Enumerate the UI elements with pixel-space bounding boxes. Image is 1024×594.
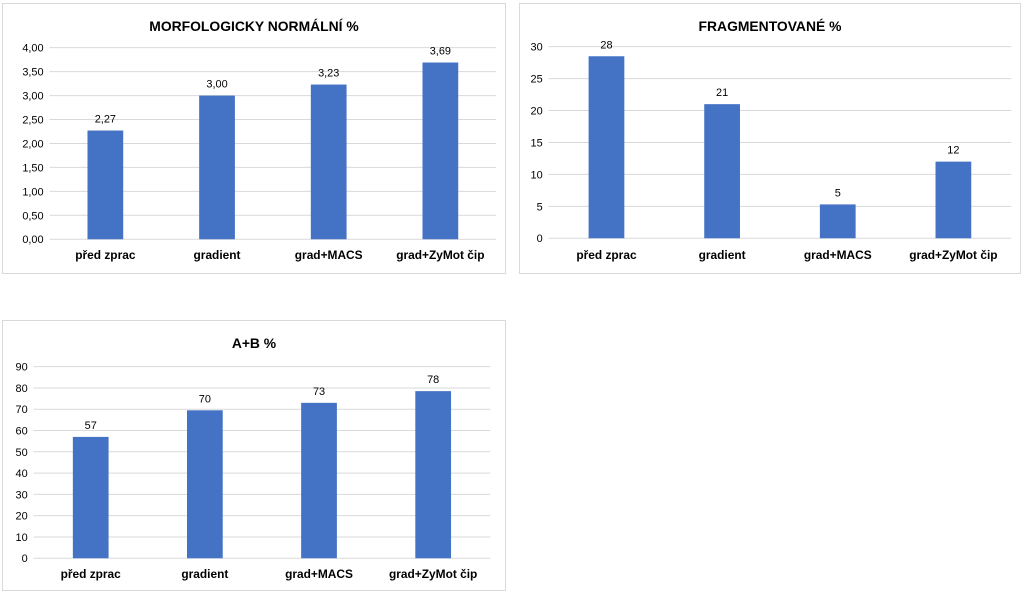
y-tick-label: 10 xyxy=(531,169,543,181)
y-tick-label: 0,00 xyxy=(22,234,43,246)
x-category-label: gradient xyxy=(194,248,241,262)
data-label: 73 xyxy=(313,386,325,398)
data-label: 28 xyxy=(600,39,612,51)
chart-morfologicky-normalni: MORFOLOGICKY NORMÁLNÍ % 0,00 0,50 1,00 1,50… xyxy=(2,3,506,274)
bar xyxy=(186,410,223,559)
data-label: 3,00 xyxy=(206,79,227,91)
data-label: 70 xyxy=(199,393,211,405)
bar xyxy=(588,56,625,239)
data-label: 3,69 xyxy=(430,46,451,58)
y-tick-label: 15 xyxy=(531,137,543,149)
bar xyxy=(301,402,337,559)
data-label: 3,23 xyxy=(318,68,339,80)
bar xyxy=(935,161,972,239)
y-tick-label: 30 xyxy=(531,42,543,54)
x-category-label: grad+ZyMot čip xyxy=(389,567,477,581)
y-tick-label: 0 xyxy=(22,553,28,565)
x-category-label: před zprac xyxy=(75,248,136,262)
x-category-label: před zprac xyxy=(576,248,637,262)
y-tick-label: 30 xyxy=(16,489,28,501)
bar xyxy=(819,204,856,239)
x-category-label: gradient xyxy=(699,248,746,262)
y-tick-label: 0,50 xyxy=(22,210,43,222)
data-label: 5 xyxy=(835,187,841,199)
x-category-label: grad+MACS xyxy=(285,567,353,581)
x-category-label: grad+MACS xyxy=(295,248,363,262)
x-category-label: grad+ZyMot čip xyxy=(396,248,484,262)
y-tick-label: 90 xyxy=(16,362,28,374)
y-tick-label: 60 xyxy=(16,425,28,437)
x-category-label: před zprac xyxy=(61,567,122,581)
y-tick-label: 25 xyxy=(531,74,543,86)
bar xyxy=(415,391,452,559)
y-tick-label: 80 xyxy=(16,383,28,395)
bar xyxy=(704,104,740,239)
y-tick-label: 2,50 xyxy=(22,114,43,126)
y-tick-label: 20 xyxy=(16,511,28,523)
bar xyxy=(199,95,235,240)
data-label: 2,27 xyxy=(95,114,116,126)
bar xyxy=(310,84,347,240)
x-category-label: grad+ZyMot čip xyxy=(909,248,997,262)
data-label: 78 xyxy=(427,374,439,386)
data-label: 57 xyxy=(85,420,97,432)
y-tick-label: 4,00 xyxy=(22,43,43,55)
data-label: 21 xyxy=(716,87,728,99)
y-tick-label: 3,00 xyxy=(22,91,43,103)
y-tick-label: 3,50 xyxy=(22,67,43,79)
data-label: 12 xyxy=(947,145,959,157)
y-tick-label: 50 xyxy=(16,447,28,459)
bar xyxy=(72,436,109,559)
chart-a-plus-b: A+B % 0 10 20 30 40 50 60 70 80 90 57 před zprac 70 g… xyxy=(2,320,506,591)
chart-title: FRAGMENTOVANÉ % xyxy=(699,18,842,34)
chart-morfologicky-normalni-svg: MORFOLOGICKY NORMÁLNÍ % 0,00 0,50 1,00 1,50… xyxy=(22,18,497,262)
x-category-label: gradient xyxy=(181,567,228,581)
chart-title: A+B % xyxy=(232,335,276,351)
chart-a-plus-b-svg: A+B % 0 10 20 30 40 50 60 70 80 90 57 před zprac 70 g… xyxy=(16,335,491,581)
bar xyxy=(422,62,459,240)
bar xyxy=(87,130,124,240)
chart-title: MORFOLOGICKY NORMÁLNÍ % xyxy=(149,18,358,34)
y-tick-label: 70 xyxy=(16,404,28,416)
y-tick-label: 2,00 xyxy=(22,138,43,150)
chart-fragmentovane-svg: FRAGMENTOVANÉ % 0 5 10 15 20 25 30 28 před zprac… xyxy=(531,18,1012,262)
y-tick-label: 0 xyxy=(537,233,543,245)
y-tick-label: 5 xyxy=(537,201,543,213)
y-tick-label: 1,50 xyxy=(22,162,43,174)
chart-fragmentovane: FRAGMENTOVANÉ % 0 5 10 15 20 25 30 28 před zprac… xyxy=(519,3,1021,274)
y-tick-label: 20 xyxy=(531,106,543,118)
y-tick-label: 1,00 xyxy=(22,186,43,198)
y-tick-label: 10 xyxy=(16,532,28,544)
x-category-label: grad+MACS xyxy=(804,248,872,262)
y-tick-label: 40 xyxy=(16,468,28,480)
